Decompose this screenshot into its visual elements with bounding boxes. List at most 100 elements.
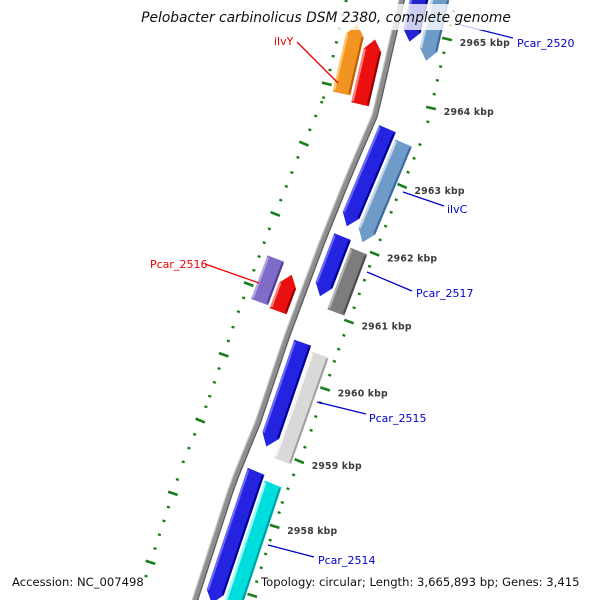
ruler-minor-tick <box>435 78 440 82</box>
ruler-minor-tick <box>278 198 283 202</box>
ruler-minor-tick <box>357 292 362 296</box>
ruler-minor-tick <box>236 310 241 314</box>
ruler-minor-tick <box>254 580 259 584</box>
ruler-minor-tick <box>284 184 289 188</box>
ruler-minor-tick <box>192 432 197 436</box>
gene-Pcar_2516-shadow <box>266 262 284 304</box>
ruler-minor-tick <box>426 120 430 124</box>
ruler-minor-tick <box>144 574 148 578</box>
ruler-kbp-label: 2961 kbp <box>362 321 412 332</box>
ruler-major-tick <box>298 140 309 147</box>
ruler-minor-tick <box>303 445 307 449</box>
gene-ilvY-shadow <box>348 37 364 94</box>
ruler-minor-tick <box>352 306 356 310</box>
ruler-minor-tick <box>252 268 256 272</box>
gene-ilvC-shadow <box>373 147 412 235</box>
ruler-minor-tick <box>336 347 341 351</box>
inner-tick-ruler <box>144 0 348 578</box>
ruler-kbp-label: 2962 kbp <box>387 254 437 265</box>
gene-fwd-a[interactable] <box>351 39 382 107</box>
ruler-minor-tick <box>327 373 332 377</box>
gene-labels: Pcar_2520 ilvY ilvC Pcar_2517 Pcar_2516 Pcar_… <box>150 23 574 567</box>
ruler-minor-tick <box>328 68 332 72</box>
gene-rev-c-shadow <box>330 240 351 289</box>
gene-Pcar_2517-leader-line <box>366 271 413 292</box>
gene-Pcar_2517[interactable] <box>327 247 368 316</box>
gene-fwd-d-highlight <box>270 282 282 308</box>
ruler-major-tick <box>270 210 281 218</box>
gene-ilvC[interactable] <box>358 139 412 243</box>
gene-Pcar_2515-leader-line <box>316 401 367 415</box>
gene-track <box>206 0 450 600</box>
ruler-minor-tick <box>181 460 186 464</box>
ruler-minor-tick <box>432 92 436 96</box>
ruler-minor-tick <box>342 333 346 337</box>
gene-Pcar_2514-label[interactable]: Pcar_2514 <box>318 554 375 567</box>
ruler-major-tick <box>294 457 305 465</box>
gene-rev-e[interactable] <box>262 339 312 447</box>
gene-ilvC-highlight <box>358 141 397 229</box>
ruler-major-tick <box>343 318 355 325</box>
gene-Pcar_2515-shadow <box>289 358 329 463</box>
ruler-major-tick <box>243 281 254 288</box>
ruler-minor-tick <box>268 538 272 542</box>
gene-Pcar_2516-label[interactable]: Pcar_2516 <box>150 258 207 271</box>
gene-Pcar_2520-label[interactable]: Pcar_2520 <box>517 37 574 50</box>
gene-Pcar_2514[interactable] <box>217 480 282 600</box>
ruler-major-tick <box>269 523 280 530</box>
ruler-minor-tick <box>344 0 348 3</box>
gene-rev-f-highlight <box>206 469 250 591</box>
ruler-minor-tick <box>280 500 285 505</box>
ruler-minor-tick <box>394 198 399 202</box>
ruler-minor-tick <box>157 533 162 537</box>
accession-text: Accession: NC_007498 <box>12 575 144 589</box>
gene-ilvC-label[interactable]: ilvC <box>447 203 468 216</box>
ruler-minor-tick <box>286 487 290 491</box>
gene-Pcar_2516-highlight <box>251 256 270 299</box>
ruler-kbp-label: 2964 kbp <box>444 107 494 118</box>
ruler-minor-tick <box>332 359 337 363</box>
ruler-minor-tick <box>313 414 318 419</box>
gene-Pcar_2515[interactable] <box>274 351 329 465</box>
gene-ilvY-leader-line <box>296 41 339 84</box>
ruler-minor-tick <box>259 566 263 570</box>
ruler-minor-tick <box>153 546 157 551</box>
ruler-minor-tick <box>207 394 212 398</box>
ruler-major-tick <box>218 351 229 358</box>
backbone-shadow <box>197 0 406 600</box>
gene-Pcar_2514-highlight <box>225 482 267 600</box>
ruler-minor-tick <box>296 155 300 160</box>
ruler-major-tick <box>145 559 156 566</box>
ruler-minor-tick <box>307 128 312 132</box>
ruler-major-tick <box>441 36 453 42</box>
ruler-minor-tick <box>204 405 208 409</box>
gene-ilvY[interactable] <box>332 24 364 96</box>
gene-Pcar_2514-shadow <box>241 488 281 600</box>
gene-Pcar_2514-leader-line <box>267 544 315 558</box>
gene-fwd-a-shadow <box>366 52 382 105</box>
title-background <box>155 4 495 30</box>
ruler-minor-tick <box>313 114 318 118</box>
gene-rev-e-shadow <box>277 346 311 439</box>
gene-Pcar_2517-shadow <box>342 255 367 315</box>
ruler-minor-tick <box>290 170 294 175</box>
gene-Pcar_2515-label[interactable]: Pcar_2515 <box>369 412 426 425</box>
topology-text: Topology: circular; Length: 3,665,893 bp… <box>260 575 579 589</box>
ruler-minor-tick <box>231 325 235 329</box>
gene-rev-f[interactable] <box>206 467 265 600</box>
gene-rev-c[interactable] <box>315 233 351 297</box>
gene-rev-b[interactable] <box>342 125 396 227</box>
ruler-minor-tick <box>331 54 335 58</box>
ruler-minor-tick <box>319 100 324 104</box>
ruler-minor-tick <box>418 142 422 147</box>
gene-ilvY-label[interactable]: ilvY <box>274 35 294 48</box>
ruler-kbp-label: 2965 kbp <box>460 38 510 49</box>
gene-rev-f-shadow <box>221 475 264 596</box>
ruler-minor-tick <box>217 366 221 371</box>
gene-Pcar_2516[interactable] <box>251 255 285 306</box>
ruler-minor-tick <box>362 278 367 282</box>
backbone-line <box>192 0 405 600</box>
gene-Pcar_2517-label[interactable]: Pcar_2517 <box>416 287 473 300</box>
ruler-minor-tick <box>166 505 171 509</box>
